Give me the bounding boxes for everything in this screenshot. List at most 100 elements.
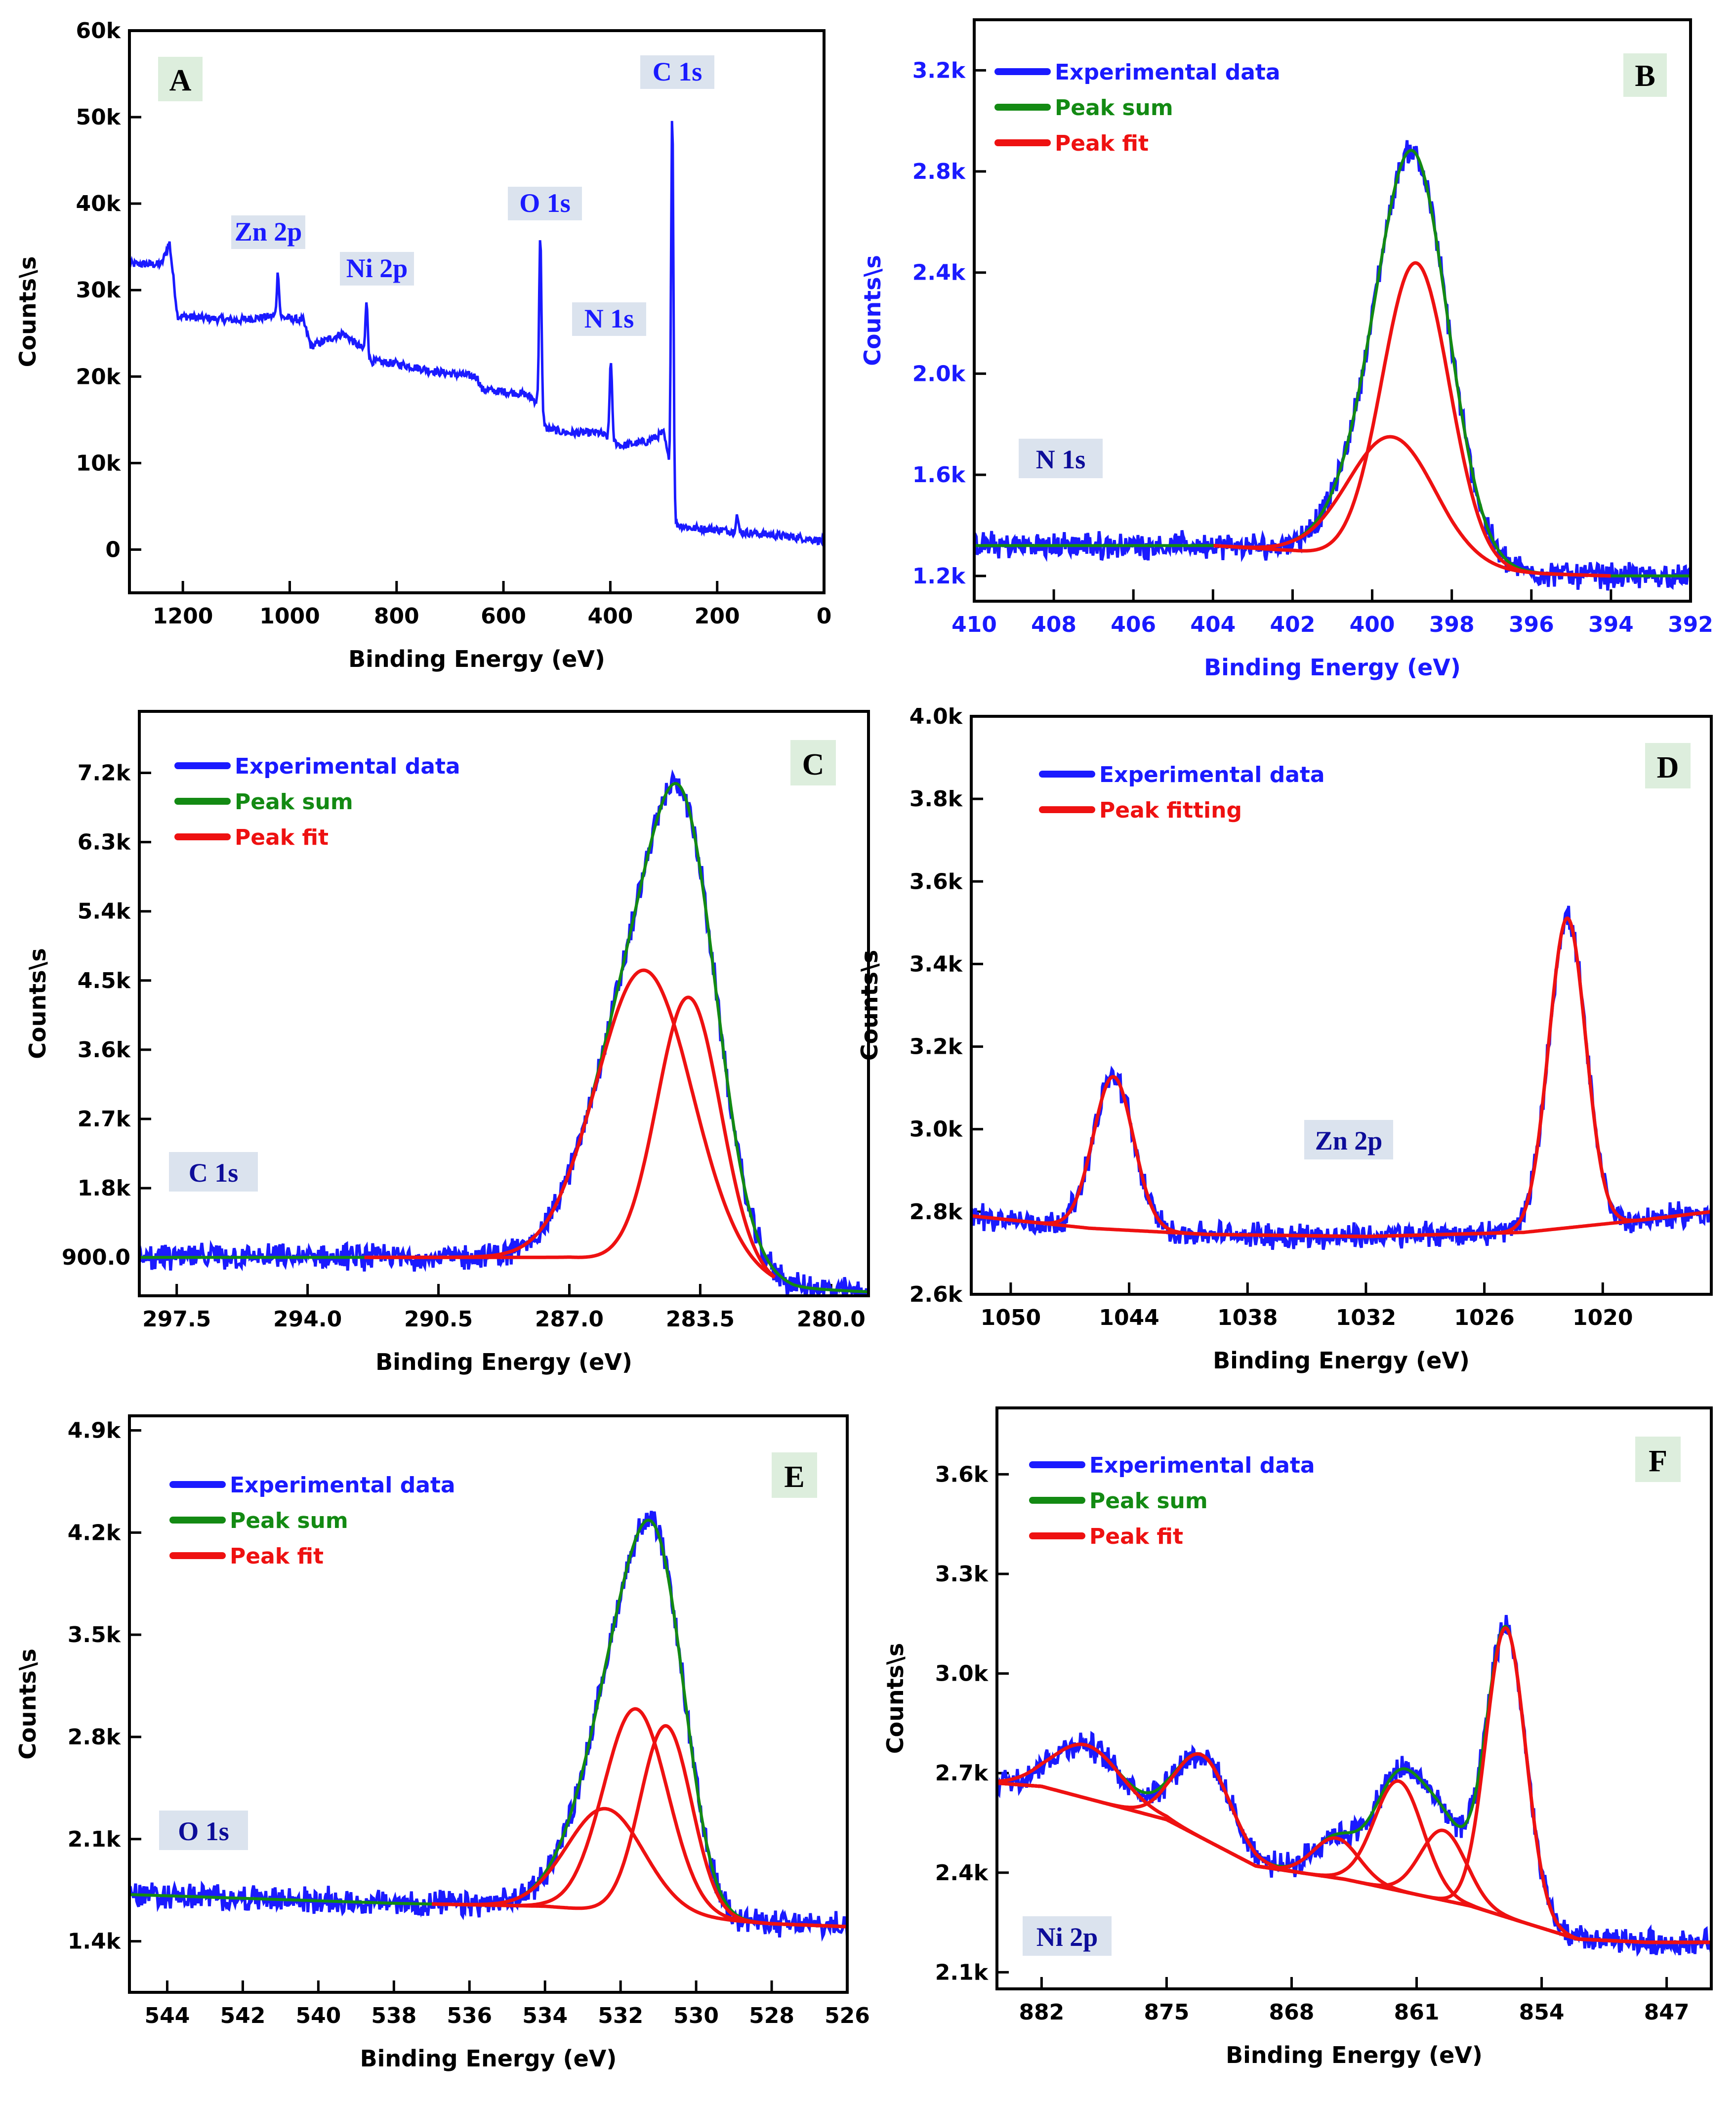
x-tick-label: 1026 [1454,1305,1514,1330]
peak-label-o-1s: O 1s [519,188,571,218]
y-tick-label: 6.3k [78,830,131,855]
peak-fit-component [432,1724,846,1929]
x-tick-label: 1200 [153,604,213,629]
panel-letter: E [784,1460,804,1494]
peak-label-box [508,187,582,220]
panel-letter-box [1635,1437,1681,1482]
y-tick-label: 2.8k [68,1725,122,1750]
y-tick-label: 2.4k [912,260,966,286]
plot-area [998,1615,1710,1957]
x-tick-label: 294.0 [273,1307,342,1332]
x-tick-label: 532 [598,2003,643,2028]
legend-label: Experimental data [1089,1453,1315,1478]
x-tick-label: 408 [1031,612,1076,637]
y-tick-label: 4.0k [909,704,963,729]
x-axis-title: Binding Energy (eV) [1226,2042,1483,2068]
x-axis-title: Binding Energy (eV) [348,646,605,672]
panel-letter-box [158,57,203,101]
x-tick-label: 538 [371,2003,416,2028]
y-axis-title: Counts\s [882,1643,909,1754]
region-label: C 1s [189,1158,239,1188]
legend-label: Peak fit [1089,1524,1183,1549]
experimental-data-series [141,769,867,1294]
x-tick-label: 528 [749,2003,794,2028]
x-tick-label: 283.5 [666,1307,735,1332]
peak-label-n-1s: N 1s [584,304,634,333]
experimental-data-series [998,1615,1710,1957]
region-label: N 1s [1036,445,1086,474]
x-tick-label: 404 [1190,612,1236,637]
y-tick-label: 50k [76,105,122,130]
peak-label-box [640,55,714,89]
peak-label-box [231,215,305,249]
panel-b: 410 408 406 404 402 400 398 396 394 392 1.2k 1.6k 2.… [859,18,1713,681]
panel-letter-box [790,740,836,785]
region-label-box [1019,439,1103,478]
plot-frame [128,1414,849,1994]
y-tick-label: 5.4k [78,899,131,924]
x-tick-label: 1044 [1099,1305,1159,1330]
y-tick-label: 2.1k [935,1960,989,1985]
y-tick-label: 0 [105,537,121,562]
y-axis-title: Counts\s [859,255,886,366]
legend-label: Peak sum [230,1508,348,1533]
x-tick-label: 200 [695,604,740,629]
panel-letter: D [1657,751,1679,784]
y-tick-label: 3.6k [78,1037,131,1063]
x-tick-label: 526 [825,2003,870,2028]
x-tick-label: 410 [951,612,997,637]
y-tick-label: 2.6k [909,1282,963,1307]
peak-fit-component [432,1707,846,1929]
legend-label: Experimental data [235,754,460,779]
plot-frame [128,29,826,594]
legend-label: Experimental data [230,1473,455,1498]
y-tick-label: 3.6k [935,1462,989,1487]
panel-letter-box [772,1452,817,1498]
y-tick-label: 4.2k [68,1520,122,1545]
plot-frame [995,1406,1713,1990]
y-tick-label: 1.2k [912,564,966,589]
x-tick-label: 396 [1509,612,1554,637]
peak-fit-component [998,1626,1710,1944]
experimental-data-series [131,1511,846,1942]
peak-label-ni-2p: Ni 2p [346,253,408,283]
plot-frame [973,18,1692,603]
peak-label-box [572,302,646,336]
x-axis-title: Binding Energy (eV) [1213,1347,1470,1374]
experimental-data-series [976,140,1689,591]
plot-area [973,906,1710,1250]
region-label-box [1304,1120,1393,1159]
region-label-box [169,1152,258,1192]
y-axis-title: Counts\s [24,948,51,1059]
y-tick-label: 7.2k [78,761,131,786]
y-tick-label: 3.4k [909,951,963,977]
x-tick-label: 398 [1429,612,1475,637]
y-tick-label: 40k [76,191,122,216]
y-tick-label: 1.4k [68,1929,122,1954]
panel-letter-box [1623,53,1667,97]
y-tick-label: 3.0k [935,1661,989,1687]
x-tick-label: 536 [447,2003,492,2028]
x-axis-title: Binding Energy (eV) [375,1349,632,1375]
y-tick-label: 2.4k [935,1860,989,1886]
region-label-box [159,1811,248,1850]
peak-fit-component [1213,261,1611,578]
panel-letter: C [802,748,825,782]
plot-area [131,121,823,547]
legend-label: Peak fit [230,1544,324,1569]
x-tick-label: 854 [1519,2000,1565,2025]
x-tick-label: 540 [295,2003,341,2028]
survey-series [131,121,823,547]
x-tick-label: 868 [1269,2000,1315,2025]
x-tick-label: 875 [1144,2000,1189,2025]
y-tick-label: 1.8k [78,1176,131,1201]
x-tick-label: 280.0 [797,1307,866,1332]
panel-letter: A [169,64,192,97]
y-tick-label: 20k [76,364,122,389]
x-tick-label: 861 [1394,2000,1440,2025]
x-tick-label: 402 [1270,612,1316,637]
legend-label: Experimental data [1055,60,1281,85]
peak-fit-component [998,1752,1710,1944]
panel-letter: F [1649,1444,1667,1478]
